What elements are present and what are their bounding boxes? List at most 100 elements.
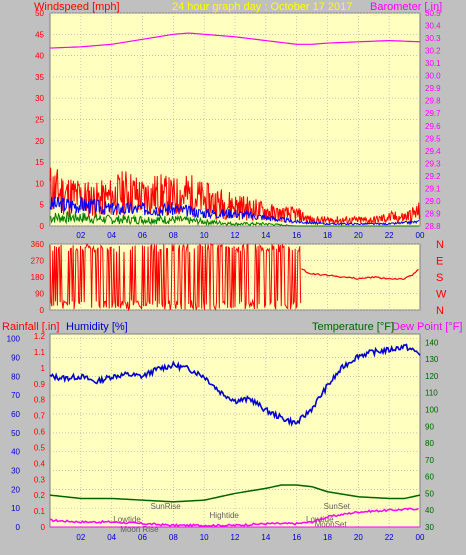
annotation-sunset: SunSet [324,502,351,511]
hour-tick-label: 18 [323,533,332,542]
hour-tick-label: 12 [231,231,240,240]
humidity-tick-label: 50 [11,429,20,438]
rainfall-tick-label: 1.2 [34,332,46,341]
rainfall-tick-label: 0.5 [34,443,46,452]
rainfall-tick-label: 0.4 [34,459,46,468]
humidity-tick-label: 70 [11,391,20,400]
temperature-tick-label: 80 [425,439,434,448]
annotation-moonset: MoonSet [315,520,348,529]
rainfall-tick-label: 0.8 [34,396,46,405]
barometer-tick-label: 29.9 [425,84,441,93]
hour-tick-label: 04 [107,533,116,542]
direction-series [49,242,419,312]
rainfall-tick-label: 0.3 [34,475,46,484]
humidity-tick-label: 80 [11,372,20,381]
wind-x-ticks: 02 04 06 08 10 12 14 16 18 20 22 00 [76,231,425,240]
direction-tick-label: 0 [40,306,45,315]
barometer-line [49,32,421,49]
rainfall-axis-label: Rainfall [.in] [2,321,59,333]
temperature-tick-label: 70 [425,456,434,465]
annotation-hightide: Hightide [210,511,240,520]
direction-tick-label: 360 [31,240,45,249]
direction-tick-label: 180 [31,273,45,282]
rainfall-tick-label: 1.1 [34,348,46,357]
annotation-sunrise: SunRise [151,502,182,511]
direction-tick-label: 90 [35,290,44,299]
temperature-tick-label: 110 [425,389,438,398]
compass-tick-label: N [436,239,444,251]
humidity-tick-label: 0 [16,523,21,532]
humidity-ticks: 0 10 20 30 40 50 60 70 80 90 100 [7,335,21,532]
humidity-tick-label: 60 [11,410,20,419]
humidity-axis-label: Humidity [%] [66,321,128,333]
humidity-tick-label: 90 [11,354,20,363]
wind-average-line [49,196,420,226]
rainfall-tick-label: 0.2 [34,491,46,500]
temperature-tick-label: 30 [425,523,434,532]
barometer-tick-label: 29.3 [425,159,441,168]
hour-tick-label: 08 [169,231,178,240]
hour-tick-label: 10 [200,533,209,542]
compass-tick-label: N [436,305,444,317]
rainfall-tick-label: 1 [41,364,46,373]
hour-tick-label: 00 [416,533,425,542]
barometer-tick-label: 30.2 [425,47,441,56]
barometer-tick-label: 29.4 [425,147,441,156]
hour-tick-label: 16 [292,231,301,240]
barometer-tick-label: 30.0 [425,72,441,81]
barometer-tick-label: 30.1 [425,59,441,68]
barometer-axis-label: Barometer [.in] [370,1,442,13]
barometer-tick-label: 30.4 [425,22,441,31]
humidity-line [49,343,421,427]
hour-tick-label: 14 [261,231,270,240]
humidity-tick-label: 40 [11,448,20,457]
barometer-tick-label: 29.6 [425,122,441,131]
compass-tick-label: E [436,256,443,268]
hour-tick-label: 00 [416,231,425,240]
windspeed-tick-label: 10 [35,179,44,188]
hour-tick-label: 20 [354,231,363,240]
wind-gust-line [49,167,421,225]
hour-tick-label: 06 [138,231,147,240]
hour-tick-label: 02 [76,533,85,542]
barometer-tick-label: 29.7 [425,109,441,118]
temperature-tick-label: 90 [425,422,434,431]
temperature-tick-label: 100 [425,406,439,415]
direction-ticks: 0 90 180 270 360 [31,240,45,315]
rainfall-tick-label: 0.1 [34,507,46,516]
wind-baro-series [49,32,421,227]
windspeed-tick-label: 40 [35,52,44,61]
barometer-tick-label: 29.0 [425,197,441,206]
hour-tick-label: 14 [261,533,270,542]
humidity-temp-series [49,343,421,528]
hour-tick-label: 10 [200,231,209,240]
hour-tick-label: 18 [323,231,332,240]
rainfall-tick-label: 0.6 [34,428,46,437]
rainfall-tick-label: 0 [41,523,46,532]
rainfall-ticks: 0 0.1 0.2 0.3 0.4 0.5 0.6 0.7 0.8 0.9 1 1.1 1.2 [34,332,46,532]
temperature-axis-label: Temperature [°F] [312,321,394,333]
windspeed-tick-label: 35 [35,73,44,82]
windspeed-tick-label: 5 [40,201,45,210]
barometer-tick-label: 29.1 [425,184,441,193]
wind-direction-line [301,268,419,281]
hour-tick-label: 08 [169,533,178,542]
humidity-grid [50,334,420,528]
barometer-ticks: 28.8 28.9 29.0 29.1 29.2 29.3 29.4 29.5 29.6 29.7… [425,9,441,231]
barometer-tick-label: 29.2 [425,172,441,181]
wind-direction-noise [49,242,302,312]
rainfall-tick-label: 0.9 [34,380,46,389]
hour-tick-label: 04 [107,231,116,240]
humidity-tick-label: 30 [11,467,20,476]
humidity-x-ticks: 02 04 06 08 10 12 14 16 18 20 22 00 [76,533,425,542]
barometer-tick-label: 30.5 [425,9,441,18]
hour-tick-label: 22 [385,533,394,542]
windspeed-tick-label: 0 [40,222,45,231]
hour-tick-label: 06 [138,533,147,542]
barometer-tick-label: 28.9 [425,209,441,218]
hour-tick-label: 02 [76,231,85,240]
annotation-lowtide: Lowtide [113,515,141,524]
humidity-tick-label: 10 [11,504,20,513]
